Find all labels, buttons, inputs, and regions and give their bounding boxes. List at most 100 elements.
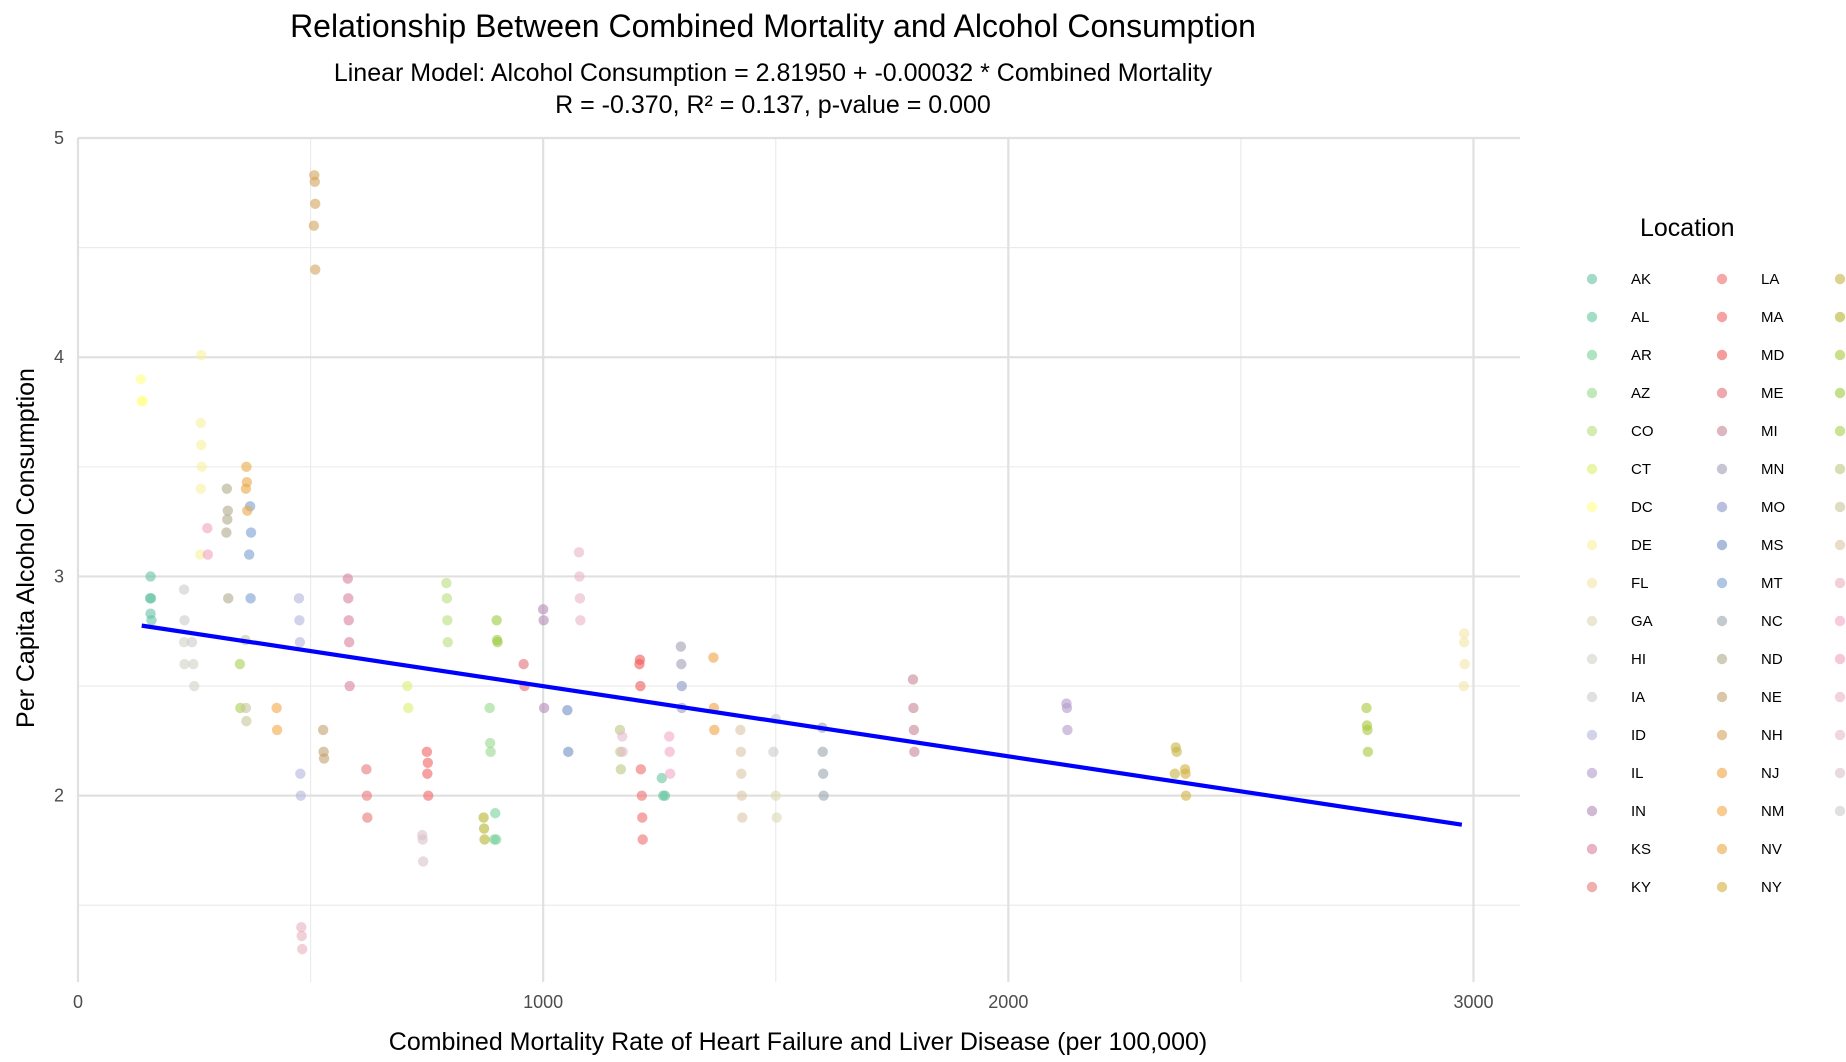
data-point-dc [137, 395, 148, 407]
data-point-md [635, 680, 646, 692]
data-point-nm [271, 724, 283, 736]
legend-key-ak [1586, 273, 1598, 285]
data-point-wi [617, 731, 628, 742]
data-point-hi [189, 680, 200, 692]
legend-key-al [1586, 311, 1598, 323]
data-point-or [1362, 746, 1374, 758]
data-point-pa [492, 637, 503, 648]
y-axis-ticks: 2 3 4 5 [54, 128, 64, 806]
data-point-ia [178, 584, 190, 595]
data-point-wa [574, 571, 585, 582]
legend-label-nd: ND [1761, 651, 1783, 668]
legend-key-nh [1716, 729, 1728, 741]
legend-key-va [1834, 615, 1846, 627]
data-point-nd [223, 593, 234, 604]
legend-label-nv: NV [1761, 841, 1782, 858]
data-point-la [637, 834, 648, 845]
legend-label-ky: KY [1631, 879, 1651, 896]
x-tick-label: 1000 [523, 992, 563, 1012]
legend-key-az [1586, 387, 1598, 399]
data-point-co [441, 593, 453, 604]
data-point-tn [737, 812, 748, 823]
legend: AK AL AR AZ CO CT DC DE FL GA HI IA ID IL IN KS KY LA MA MD… [1586, 271, 1846, 896]
data-point-in [537, 604, 549, 615]
legend-key-pa [1834, 387, 1846, 399]
legend-label-mo: MO [1761, 499, 1785, 516]
legend-label-ar: AR [1631, 347, 1652, 364]
data-point-nv [241, 461, 252, 473]
legend-key-hi [1586, 653, 1598, 665]
data-point-il [1062, 724, 1073, 736]
legend-key-me [1716, 387, 1728, 399]
data-point-ks [343, 615, 354, 626]
legend-key-ia [1586, 691, 1598, 703]
chart-subtitle-stats: R = -0.370, R² = 0.137, p-value = 0.000 [555, 91, 991, 119]
data-point-ak [145, 593, 157, 604]
data-point-nd [222, 514, 233, 525]
legend-key-or [1834, 349, 1846, 361]
legend-key-la [1716, 273, 1728, 285]
legend-key-il [1586, 767, 1598, 779]
data-point-oh [1169, 768, 1181, 779]
data-point-nv [240, 483, 252, 494]
y-tick-label: 4 [54, 347, 64, 367]
data-point-nv [242, 505, 253, 516]
data-point-sd [241, 715, 252, 727]
data-point-id [294, 637, 306, 648]
data-point-ks [343, 593, 354, 604]
data-point-nd [221, 483, 233, 494]
data-point-va [664, 768, 676, 779]
data-point-wa [574, 593, 586, 604]
data-point-wy [768, 746, 779, 758]
data-point-co [442, 615, 453, 626]
legend-label-ne: NE [1761, 689, 1782, 706]
legend-key-nd [1716, 653, 1728, 665]
data-point-fl [1458, 637, 1470, 648]
data-point-dc [135, 373, 146, 385]
legend-label-az: AZ [1631, 385, 1650, 402]
data-point-az [484, 737, 496, 749]
data-point-me [518, 658, 529, 670]
data-point-ks [344, 680, 355, 692]
legend-label-mt: MT [1761, 575, 1783, 592]
data-point-or [1362, 724, 1373, 736]
legend-key-ne [1716, 691, 1728, 703]
data-point-de [196, 349, 207, 361]
legend-key-nj [1716, 767, 1728, 779]
legend-key-ar [1586, 349, 1598, 361]
data-point-nc [818, 790, 829, 801]
data-point-ok [478, 812, 489, 823]
legend-key-de [1586, 539, 1598, 551]
chart-subtitle-model: Linear Model: Alcohol Consumption = 2.81… [333, 59, 1213, 87]
data-point-wa [575, 615, 586, 626]
legend-label-nm: NM [1761, 803, 1784, 820]
legend-key-in [1586, 805, 1598, 817]
data-point-fl [1458, 628, 1470, 639]
x-axis-title: Combined Mortality Rate of Heart Failure… [389, 1028, 1207, 1056]
data-point-nh [310, 198, 321, 209]
data-point-in [538, 702, 550, 714]
data-point-ky [361, 764, 372, 775]
legend-key-dc [1586, 501, 1598, 513]
data-point-ok [479, 834, 490, 845]
legend-key-tn [1834, 539, 1846, 551]
legend-label-nc: NC [1761, 613, 1783, 630]
data-point-co [442, 637, 454, 648]
data-point-ct [402, 680, 413, 692]
legend-label-fl: FL [1631, 575, 1649, 592]
legend-key-ct [1586, 463, 1598, 475]
data-point-ky [361, 790, 373, 801]
legend-label-nh: NH [1761, 727, 1783, 744]
data-point-az [484, 702, 495, 714]
data-point-ny [1180, 768, 1191, 779]
legend-key-ga [1586, 615, 1598, 627]
data-point-de [195, 483, 207, 494]
data-point-ia [186, 637, 198, 648]
data-point-va [664, 746, 675, 758]
data-point-wv [417, 856, 429, 867]
legend-key-ma [1716, 311, 1728, 323]
legend-label-ia: IA [1631, 689, 1645, 706]
data-point-nh [309, 176, 320, 188]
legend-label-al: AL [1631, 309, 1649, 326]
